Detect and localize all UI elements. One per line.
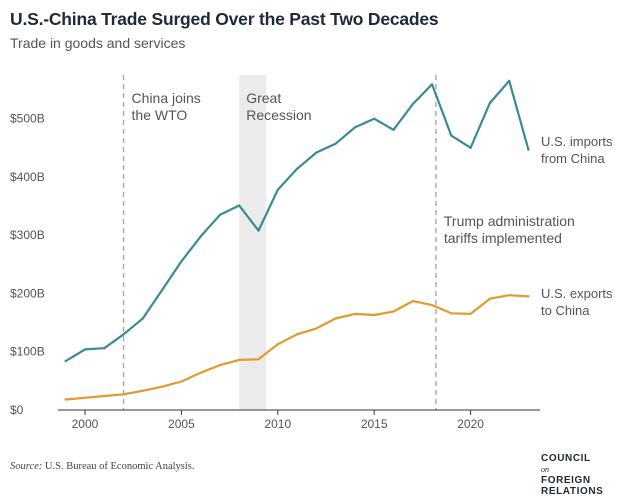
labels-layer: China joins the WTO Great Recession Trump ad…: [132, 90, 613, 318]
data-point: [353, 126, 357, 129]
data-point: [218, 213, 222, 216]
recession-band-layer: [239, 75, 267, 410]
series-label: U.S. imports from China: [541, 134, 613, 166]
data-point: [276, 188, 279, 191]
data-point: [103, 347, 106, 350]
data-point: [161, 385, 164, 388]
x-tick-label: 2000: [72, 417, 99, 431]
data-point: [315, 151, 318, 154]
data-point: [257, 358, 260, 361]
data-point: [334, 317, 337, 320]
x-tick-label: 2015: [361, 417, 388, 431]
data-point: [83, 348, 87, 351]
source-text: U.S. Bureau of Economic Analysis.: [44, 461, 195, 472]
data-point: [469, 146, 472, 149]
data-point: [488, 297, 491, 300]
event-label-line: Trump administration: [444, 213, 575, 229]
data-point: [238, 204, 241, 207]
data-point: [469, 312, 472, 315]
x-tick-label: 2010: [264, 417, 291, 431]
event-label: China joins the WTO: [132, 90, 201, 123]
event-label: Trump administration tariffs implemented: [444, 213, 575, 246]
data-point: [64, 359, 67, 363]
data-point: [527, 295, 530, 298]
source-label: Source:: [10, 461, 43, 472]
data-point: [295, 167, 299, 170]
data-point: [430, 304, 434, 307]
cfr-logo: COUNCIL on FOREIGN RELATIONS: [541, 453, 603, 497]
y-tick-label: $500B: [10, 112, 45, 126]
data-point: [527, 148, 530, 151]
recession-label: Great Recession: [246, 90, 311, 123]
data-point: [141, 389, 144, 392]
y-tick-label: $0: [10, 403, 24, 417]
data-point: [430, 83, 434, 86]
data-point: [199, 235, 202, 238]
data-point: [64, 398, 67, 401]
x-tick-label: 2020: [457, 417, 484, 431]
data-point: [122, 393, 125, 396]
data-point: [488, 101, 491, 105]
data-point: [508, 79, 511, 82]
series-label-line: from China: [541, 151, 605, 166]
data-point: [373, 117, 376, 120]
chart-title: U.S.-China Trade Surged Over the Past Tw…: [10, 9, 439, 29]
data-point: [180, 260, 183, 263]
y-tick-label: $300B: [10, 228, 45, 242]
event-label-line: tariffs implemented: [444, 230, 562, 246]
data-point: [334, 142, 337, 145]
data-point: [295, 333, 299, 336]
data-point: [83, 396, 87, 399]
data-point: [450, 134, 453, 137]
data-point: [218, 364, 222, 367]
chart-subtitle: Trade in goods and services: [10, 35, 186, 51]
data-point: [315, 327, 318, 330]
data-point: [276, 343, 279, 346]
data-point: [508, 294, 511, 297]
axes-layer: 2000 2005 2010 2015 2020 $0 $100B $200B $300B $40…: [10, 112, 540, 431]
y-tick-label: $400B: [10, 170, 45, 184]
data-point: [392, 310, 395, 313]
data-point: [411, 103, 414, 106]
data-point: [141, 317, 144, 320]
data-point: [257, 229, 260, 232]
source-note: Source: U.S. Bureau of Economic Analysis…: [10, 461, 195, 472]
series-label-line: U.S. exports: [541, 286, 613, 301]
data-point: [373, 313, 376, 317]
series-layer: [64, 79, 530, 401]
y-tick-label: $100B: [10, 345, 45, 359]
data-point: [180, 380, 183, 383]
series-label-line: to China: [541, 303, 590, 318]
data-point: [392, 128, 395, 131]
data-point: [199, 371, 202, 374]
series-line-exports: [64, 294, 530, 401]
logo-line-2: FOREIGN: [541, 475, 591, 486]
recession-label-line: Great: [246, 90, 281, 106]
data-point: [411, 299, 414, 303]
data-point: [353, 312, 357, 315]
data-point: [103, 394, 106, 398]
event-label-line: the WTO: [132, 107, 188, 123]
recession-label-line: Recession: [246, 107, 311, 123]
series-label-line: U.S. imports: [541, 134, 613, 149]
y-tick-label: $200B: [10, 286, 45, 300]
data-point: [161, 288, 164, 292]
event-lines-layer: [122, 75, 437, 410]
logo-line-3: RELATIONS: [541, 486, 604, 497]
event-label-line: China joins: [132, 90, 201, 106]
data-point: [122, 333, 125, 336]
logo-line-1: COUNCIL on: [541, 453, 591, 474]
recession-band: [239, 75, 267, 410]
data-point: [450, 312, 453, 315]
data-point: [238, 358, 241, 361]
series-label: U.S. exports to China: [541, 286, 613, 318]
x-tick-label: 2005: [168, 417, 195, 431]
